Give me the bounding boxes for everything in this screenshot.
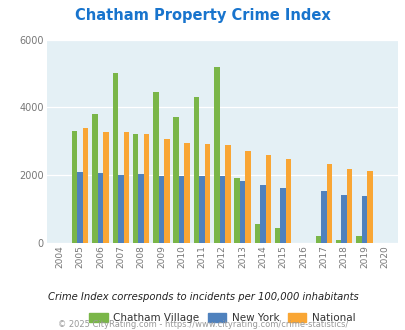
Bar [213,67,219,243]
Bar [204,145,210,243]
Bar [361,196,366,243]
Bar [103,132,109,243]
Text: Crime Index corresponds to incidents per 100,000 inhabitants: Crime Index corresponds to incidents per… [47,292,358,302]
Bar [274,228,280,243]
Bar [118,175,123,243]
Bar [77,172,83,243]
Bar [239,181,245,243]
Bar [245,150,250,243]
Bar [184,143,190,243]
Bar [132,134,138,243]
Bar [173,117,179,243]
Bar [112,74,118,243]
Bar [234,178,239,243]
Bar [199,176,204,243]
Bar [346,169,352,243]
Bar [254,224,260,243]
Bar [280,188,285,243]
Bar [285,159,291,243]
Bar [158,176,164,243]
Bar [179,176,184,243]
Bar [98,173,103,243]
Bar [265,155,271,243]
Text: Chatham Property Crime Index: Chatham Property Crime Index [75,8,330,23]
Bar [72,131,77,243]
Legend: Chatham Village, New York, National: Chatham Village, New York, National [85,309,358,327]
Bar [193,97,199,243]
Bar [320,191,326,243]
Bar [123,132,129,243]
Bar [219,176,224,243]
Bar [164,139,169,243]
Bar [224,146,230,243]
Bar [260,185,265,243]
Bar [83,128,88,243]
Bar [153,92,158,243]
Bar [341,194,346,243]
Bar [366,171,372,243]
Text: © 2025 CityRating.com - https://www.cityrating.com/crime-statistics/: © 2025 CityRating.com - https://www.city… [58,320,347,329]
Bar [335,240,341,243]
Bar [138,174,143,243]
Bar [315,236,320,243]
Bar [143,134,149,243]
Bar [355,236,361,243]
Bar [92,114,98,243]
Bar [326,164,331,243]
